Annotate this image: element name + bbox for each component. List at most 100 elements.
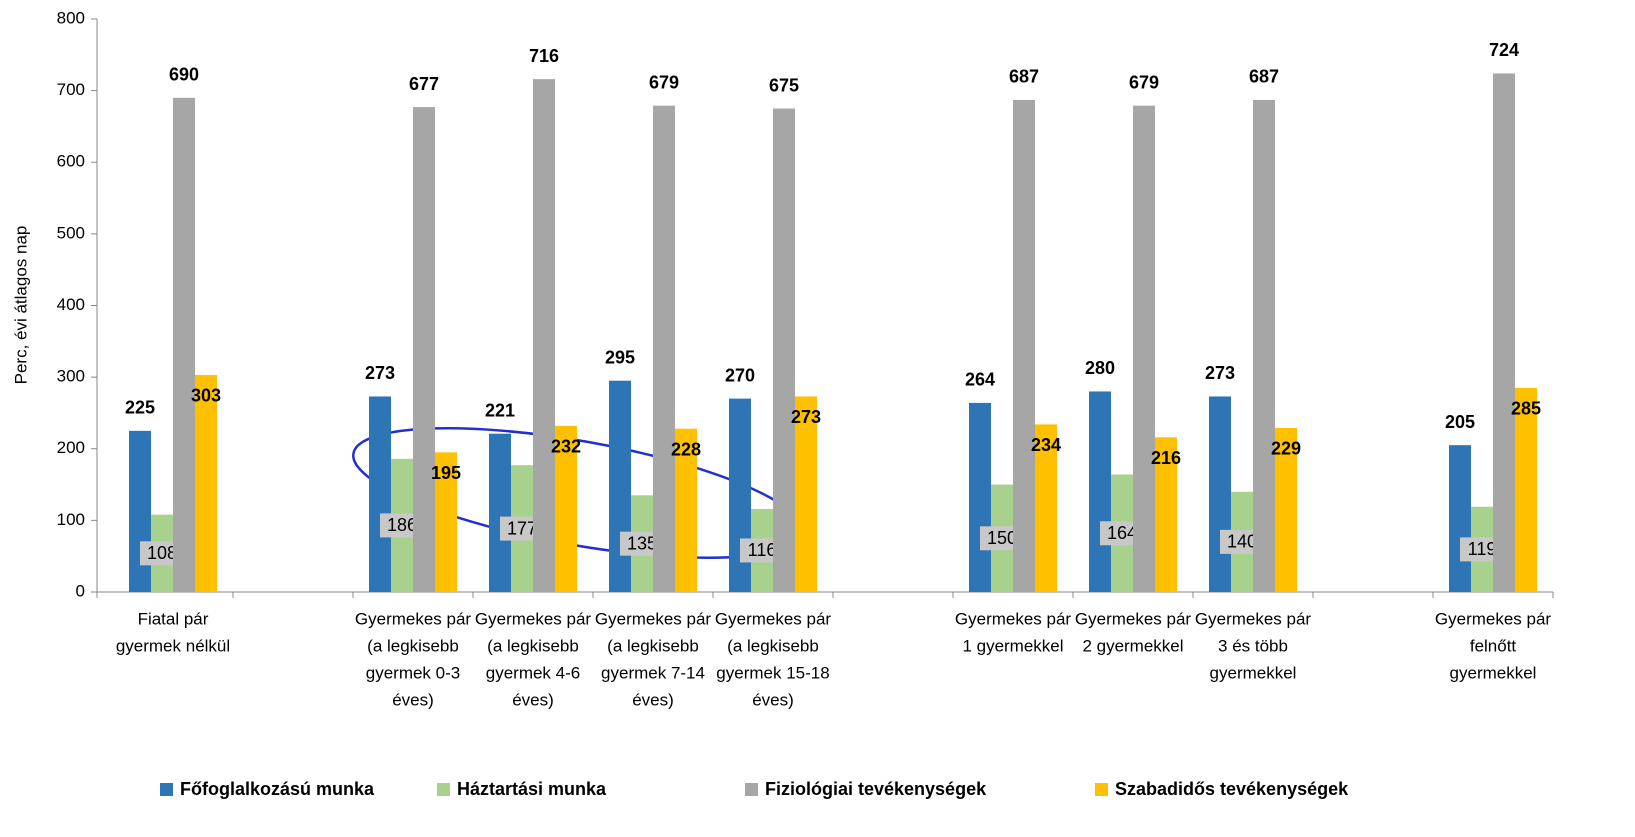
x-tick-label: gyermek 4-6 xyxy=(486,663,580,682)
bar xyxy=(173,97,195,592)
bar xyxy=(969,402,991,592)
y-tick-label: 100 xyxy=(57,510,85,529)
x-tick-label: éves) xyxy=(632,690,674,709)
value-label: 295 xyxy=(605,347,635,367)
y-tick-label: 700 xyxy=(57,80,85,99)
legend-label: Fiziológiai tevékenységek xyxy=(765,779,987,799)
x-tick-label: 2 gyermekkel xyxy=(1082,636,1183,655)
x-tick-label: gyermekkel xyxy=(1450,663,1537,682)
bar xyxy=(1089,391,1111,592)
legend-swatch xyxy=(745,783,758,796)
x-tick-label: Gyermekes pár xyxy=(595,609,712,628)
y-tick-label: 800 xyxy=(57,8,85,27)
value-label: 675 xyxy=(769,75,799,95)
value-label: 119 xyxy=(1468,539,1497,559)
value-label: 264 xyxy=(965,370,995,390)
x-tick-label: éves) xyxy=(752,690,794,709)
bar xyxy=(533,79,555,593)
x-tick-label: Gyermekes pár xyxy=(1195,609,1312,628)
value-label: 273 xyxy=(365,363,395,383)
x-tick-label: Gyermekes pár xyxy=(1435,609,1552,628)
x-tick-label: Gyermekes pár xyxy=(355,609,472,628)
bar xyxy=(1013,99,1035,592)
value-label: 229 xyxy=(1271,439,1301,459)
bar xyxy=(1133,105,1155,592)
bar xyxy=(435,452,457,592)
bar xyxy=(1493,73,1515,592)
value-label: 195 xyxy=(431,463,461,483)
bar xyxy=(1275,427,1297,592)
y-tick-label: 400 xyxy=(57,295,85,314)
value-label: 150 xyxy=(987,528,1017,548)
legend-label: Főfoglalkozású munka xyxy=(180,779,375,799)
value-label: 280 xyxy=(1085,358,1115,378)
bar xyxy=(129,430,151,592)
value-label: 273 xyxy=(1205,363,1235,383)
value-label: 164 xyxy=(1107,523,1137,543)
x-tick-label: Gyermekes pár xyxy=(475,609,592,628)
legend-swatch xyxy=(160,783,173,796)
x-tick-label: gyermekkel xyxy=(1210,663,1297,682)
value-label: 679 xyxy=(649,72,679,92)
legend-label: Szabadidős tevékenységek xyxy=(1115,779,1349,799)
legend-label: Háztartási munka xyxy=(457,779,607,799)
bar xyxy=(1035,424,1057,592)
bar xyxy=(729,398,751,592)
value-label: 221 xyxy=(485,400,515,420)
y-tick-label: 300 xyxy=(57,367,85,386)
x-tick-label: 3 és több xyxy=(1218,636,1288,655)
legend-swatch xyxy=(1095,783,1108,796)
value-label: 270 xyxy=(725,365,755,385)
bar xyxy=(1209,396,1231,592)
value-label: 140 xyxy=(1227,532,1257,552)
value-label: 232 xyxy=(551,437,581,457)
x-tick-label: felnőtt xyxy=(1470,636,1517,655)
bar xyxy=(795,396,817,592)
bar xyxy=(675,428,697,592)
value-label: 724 xyxy=(1489,40,1519,60)
value-label: 216 xyxy=(1151,448,1181,468)
x-tick-label: éves) xyxy=(392,690,434,709)
bar xyxy=(1449,445,1471,592)
x-tick-label: Gyermekes pár xyxy=(955,609,1072,628)
bar xyxy=(369,396,391,592)
value-label: 690 xyxy=(169,65,199,85)
bar xyxy=(609,380,631,592)
y-tick-label: 0 xyxy=(76,581,85,600)
value-label: 177 xyxy=(507,518,537,538)
x-tick-label: gyermek 0-3 xyxy=(366,663,460,682)
value-label: 186 xyxy=(387,515,417,535)
x-tick-label: Gyermekes pár xyxy=(715,609,832,628)
bar xyxy=(653,105,675,592)
x-tick-label: (a legkisebb xyxy=(367,636,459,655)
x-tick-label: gyermek 7-14 xyxy=(601,663,705,682)
value-label: 285 xyxy=(1511,399,1541,419)
x-tick-label: (a legkisebb xyxy=(727,636,819,655)
x-tick-label: (a legkisebb xyxy=(487,636,579,655)
value-label: 679 xyxy=(1129,72,1159,92)
x-tick-label: Fiatal pár xyxy=(138,609,209,628)
x-tick-label: (a legkisebb xyxy=(607,636,699,655)
x-tick-label: gyermek 15-18 xyxy=(716,663,829,682)
y-tick-label: 200 xyxy=(57,438,85,457)
y-tick-label: 600 xyxy=(57,152,85,171)
bar xyxy=(1253,99,1275,592)
value-label: 273 xyxy=(791,407,821,427)
value-label: 677 xyxy=(409,74,439,94)
value-label: 205 xyxy=(1445,412,1475,432)
value-label: 234 xyxy=(1031,435,1061,455)
bar xyxy=(489,433,511,592)
y-tick-label: 500 xyxy=(57,223,85,242)
bar xyxy=(555,425,577,592)
value-label: 135 xyxy=(627,533,657,553)
value-label: 225 xyxy=(125,398,155,418)
x-tick-label: 1 gyermekkel xyxy=(962,636,1063,655)
value-label: 716 xyxy=(529,46,559,66)
bar xyxy=(773,108,795,592)
y-axis-label: Perc, évi átlagos nap xyxy=(11,226,30,385)
value-label: 228 xyxy=(671,439,701,459)
value-label: 687 xyxy=(1009,67,1039,87)
value-label: 303 xyxy=(191,386,221,406)
bar xyxy=(195,374,217,592)
